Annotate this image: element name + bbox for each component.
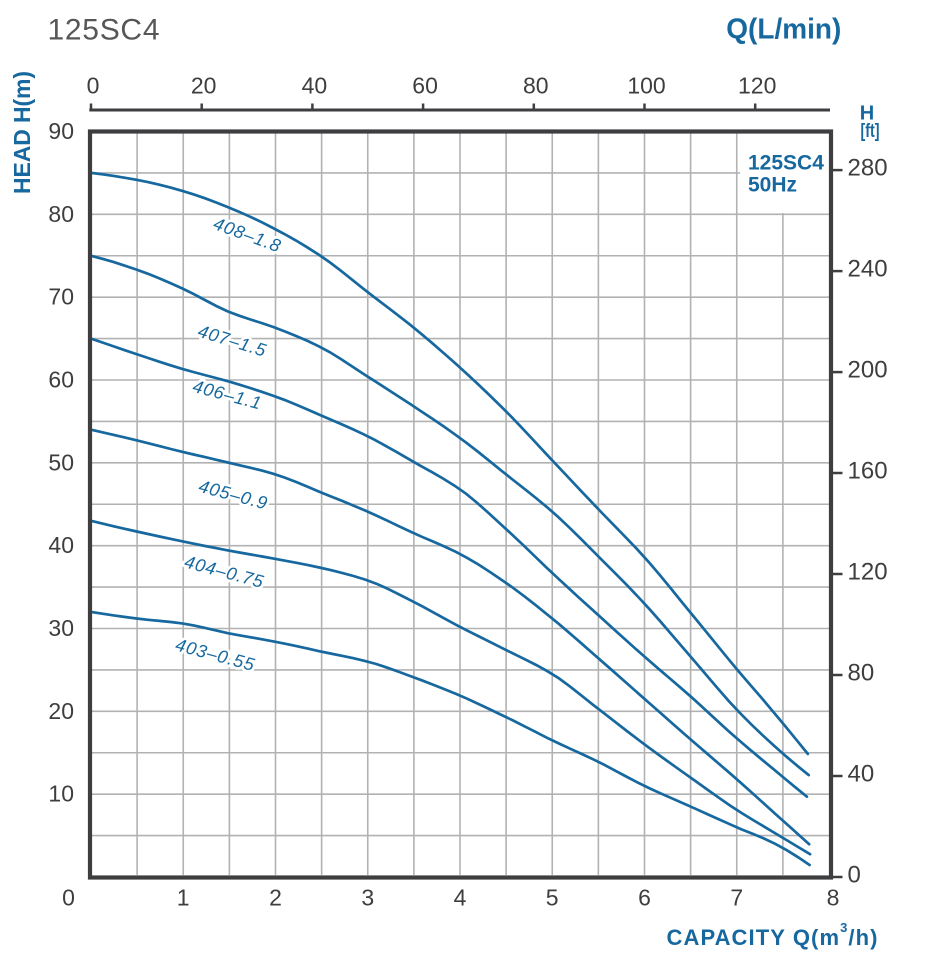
svg-text:125SC4: 125SC4 — [748, 152, 824, 175]
svg-text:160: 160 — [848, 458, 888, 485]
svg-text:200: 200 — [848, 357, 888, 384]
svg-text:50: 50 — [48, 449, 74, 475]
svg-text:100: 100 — [627, 73, 665, 99]
svg-text:4: 4 — [454, 885, 467, 911]
svg-text:[ft]: [ft] — [861, 121, 880, 142]
svg-text:120: 120 — [738, 73, 776, 99]
svg-text:1: 1 — [177, 885, 190, 911]
svg-text:40: 40 — [48, 532, 74, 558]
svg-text:HEAD H(m): HEAD H(m) — [9, 71, 35, 194]
svg-text:8: 8 — [827, 885, 840, 911]
svg-text:60: 60 — [48, 367, 74, 393]
svg-text:70: 70 — [48, 284, 74, 310]
svg-text:80: 80 — [848, 660, 875, 687]
svg-text:20: 20 — [191, 73, 217, 99]
svg-text:90: 90 — [48, 118, 74, 144]
svg-text:80: 80 — [48, 201, 74, 227]
svg-text:10: 10 — [48, 781, 74, 807]
svg-text:120: 120 — [848, 559, 888, 586]
svg-text:240: 240 — [848, 256, 888, 283]
svg-text:125SC4: 125SC4 — [48, 14, 160, 47]
svg-text:5: 5 — [546, 885, 559, 911]
svg-text:280: 280 — [848, 155, 888, 182]
svg-text:50Hz: 50Hz — [748, 174, 797, 197]
svg-text:40: 40 — [848, 761, 875, 788]
svg-text:20: 20 — [48, 698, 74, 724]
svg-text:30: 30 — [48, 615, 74, 641]
svg-text:0: 0 — [87, 73, 100, 99]
svg-text:40: 40 — [302, 73, 328, 99]
svg-text:0: 0 — [848, 862, 861, 889]
svg-text:3: 3 — [361, 885, 374, 911]
svg-text:H: H — [860, 103, 874, 125]
svg-text:7: 7 — [730, 885, 743, 911]
svg-text:80: 80 — [523, 73, 549, 99]
svg-text:6: 6 — [638, 885, 651, 911]
svg-text:60: 60 — [412, 73, 438, 99]
svg-text:Q(L/min): Q(L/min) — [726, 14, 841, 46]
svg-text:2: 2 — [269, 885, 282, 911]
svg-text:0: 0 — [62, 885, 75, 911]
